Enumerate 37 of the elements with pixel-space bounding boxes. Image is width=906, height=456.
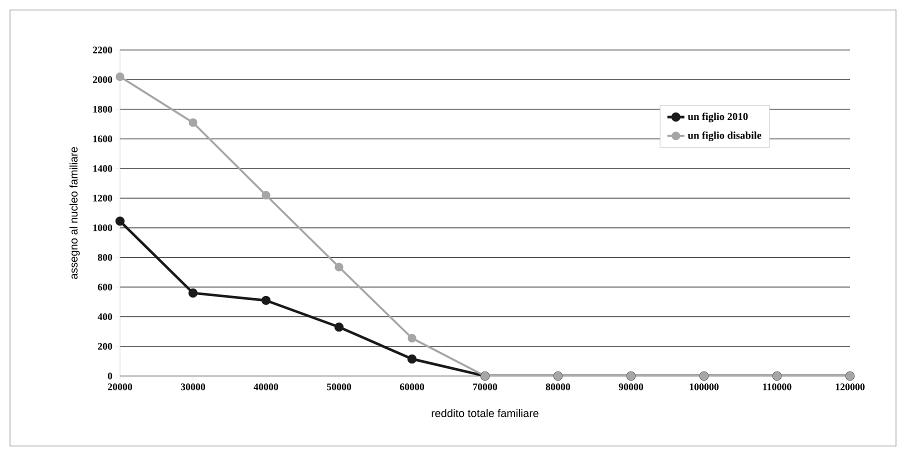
y-tick-label: 1400	[93, 165, 112, 172]
y-tick-label: 400	[98, 313, 112, 320]
point	[334, 322, 344, 332]
y-tick-label: 1800	[93, 106, 112, 113]
x-tick-label: 110000	[763, 384, 792, 390]
x-tick-label: 120000	[836, 384, 865, 390]
x-tick-label: 90000	[618, 384, 644, 390]
y-tick-label: 2200	[92, 46, 112, 54]
y-tick-label: 1200	[93, 194, 112, 202]
y-tick-label: 800	[98, 254, 112, 261]
y-axis-title: assegno al nucleo familiare	[70, 147, 80, 279]
y-tick-label: 200	[98, 342, 112, 350]
x-tick-label: 60000	[400, 384, 424, 390]
point	[407, 354, 417, 364]
point	[115, 216, 125, 226]
x-tick-label: 40000	[254, 384, 278, 390]
point	[188, 118, 198, 127]
x-tick-label: 30000	[180, 384, 206, 390]
x-tick-label: 100000	[690, 384, 719, 390]
legend-label: un figlio 2010	[688, 112, 748, 122]
point	[188, 288, 198, 298]
y-tick-label: 1000	[93, 224, 112, 232]
point	[116, 72, 124, 81]
legend-label: un figlio disabile	[688, 131, 762, 142]
point	[408, 334, 416, 342]
x-tick-label: 50000	[326, 384, 352, 390]
point	[262, 190, 270, 200]
y-tick-label: 2000	[92, 76, 112, 83]
x-tick-label: 70000	[473, 384, 498, 390]
y-tick-label: 0	[108, 372, 112, 380]
x-tick-label: 20000	[108, 384, 132, 390]
x-axis-title: reddito totale familiare	[432, 409, 538, 418]
point	[334, 262, 344, 272]
point	[261, 296, 271, 306]
x-tick-label: 80000	[546, 384, 570, 390]
y-tick-label: 600	[98, 284, 112, 290]
y-tick-label: 1600	[93, 136, 112, 142]
